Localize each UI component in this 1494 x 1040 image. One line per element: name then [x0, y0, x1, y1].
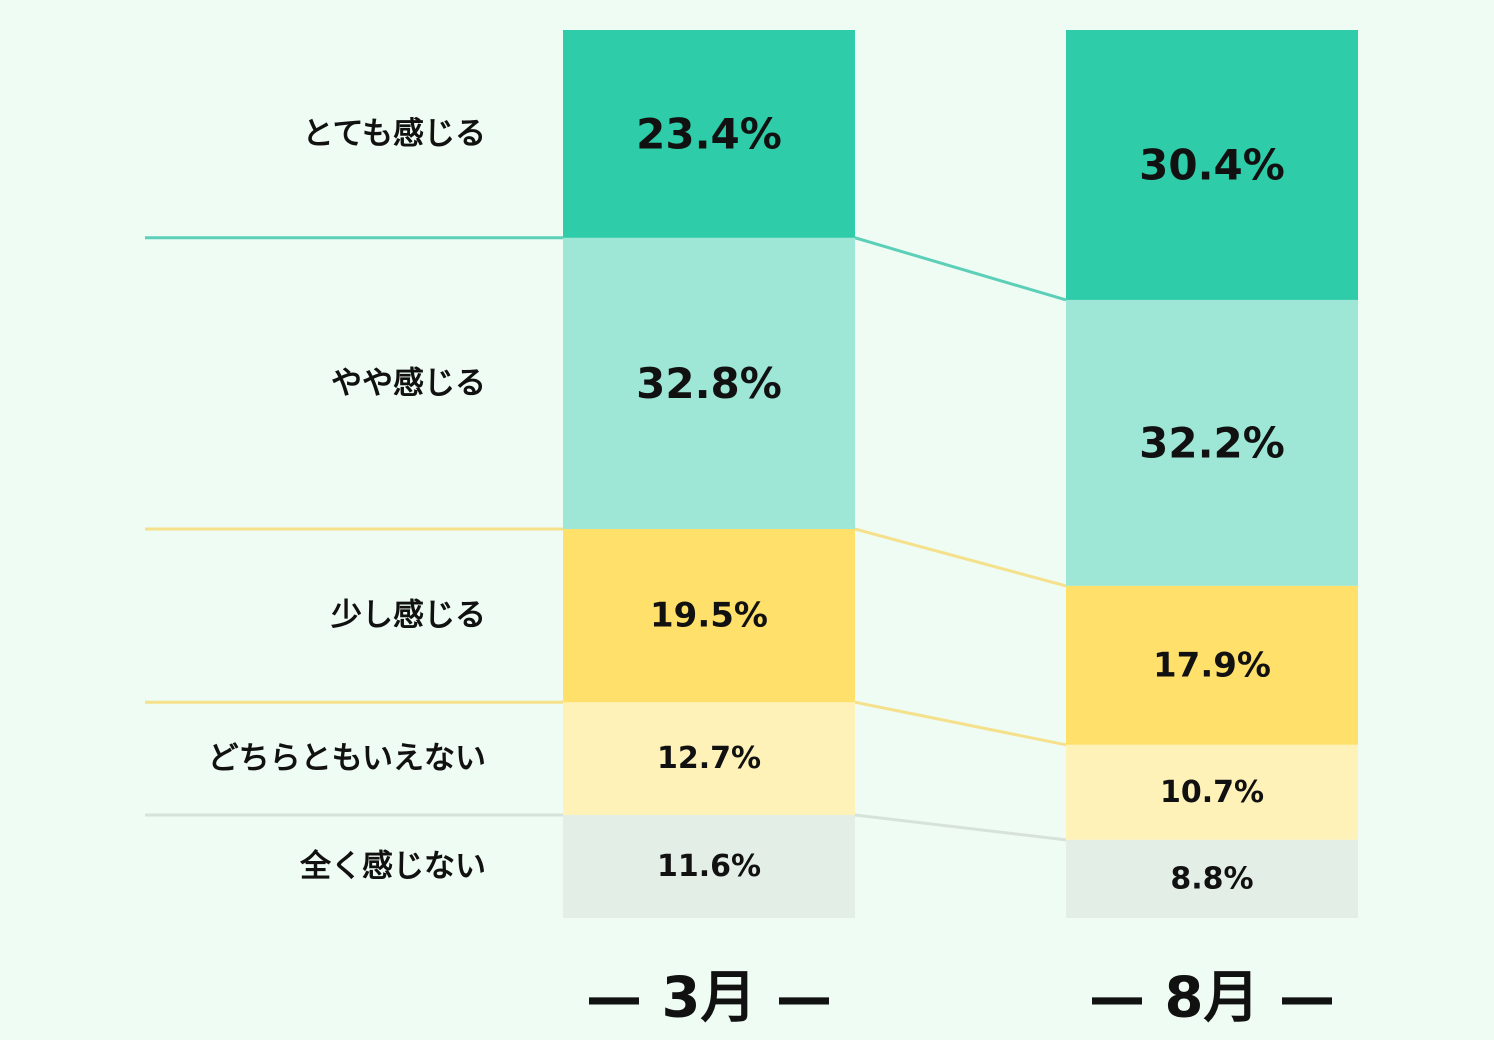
bar-segment-1-1: [563, 30, 855, 238]
legend-label-2: やや感じる: [331, 365, 486, 401]
value-label-1-1: 23.4%: [636, 109, 782, 158]
legend-label-5: 全く感じない: [299, 848, 486, 884]
period-label-2: — 8月 —: [1089, 966, 1335, 1031]
bar-segment-2-1: [1066, 30, 1358, 300]
bar-segment-1-5: [563, 814, 855, 918]
legend-label-1: とても感じる: [302, 116, 486, 152]
value-labels: 23.4% 32.8% 19.5% 12.7% 11.6% 30.4% 32.2% 17.9%…: [636, 109, 1285, 896]
bar-segment-2-4: [1066, 744, 1358, 840]
bar-segment-1-2: [563, 237, 855, 530]
bar-segment-2-5: [1066, 839, 1358, 918]
bar-segment-2-3: [1066, 585, 1358, 745]
value-label-1-5: 11.6%: [657, 849, 761, 884]
value-label-1-4: 12.7%: [657, 741, 761, 776]
bar-segments: [563, 30, 1358, 918]
value-label-2-1: 30.4%: [1139, 140, 1285, 189]
value-label-2-5: 8.8%: [1170, 861, 1253, 896]
value-label-2-3: 17.9%: [1153, 645, 1271, 685]
bar-segment-1-4: [563, 702, 855, 815]
period-label-1: — 3月 —: [586, 966, 832, 1031]
period-labels: — 3月 — — 8月 —: [586, 966, 1335, 1031]
value-label-1-2: 32.8%: [636, 359, 782, 408]
bar-segment-1-3: [563, 529, 855, 703]
legend-label-3: 少し感じる: [331, 598, 486, 634]
value-label-1-3: 19.5%: [650, 596, 768, 636]
bar-segment-2-2: [1066, 299, 1358, 586]
value-label-2-2: 32.2%: [1139, 418, 1285, 467]
legend-label-4: どちらともいえない: [208, 741, 486, 777]
value-label-2-4: 10.7%: [1160, 775, 1264, 810]
